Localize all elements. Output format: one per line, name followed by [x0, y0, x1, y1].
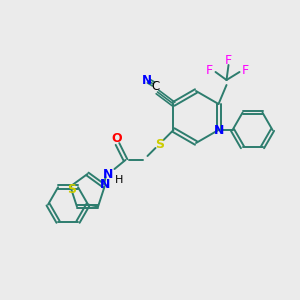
- Text: O: O: [111, 131, 122, 145]
- Text: N: N: [214, 124, 225, 136]
- Text: F: F: [206, 64, 213, 76]
- Text: F: F: [225, 53, 232, 67]
- Text: H: H: [115, 175, 124, 185]
- Text: F: F: [242, 64, 249, 76]
- Text: N: N: [142, 74, 152, 88]
- Text: N: N: [103, 167, 114, 181]
- Text: N: N: [99, 178, 110, 191]
- Text: S: S: [67, 183, 76, 196]
- Text: S: S: [155, 137, 164, 151]
- Text: C: C: [152, 80, 160, 92]
